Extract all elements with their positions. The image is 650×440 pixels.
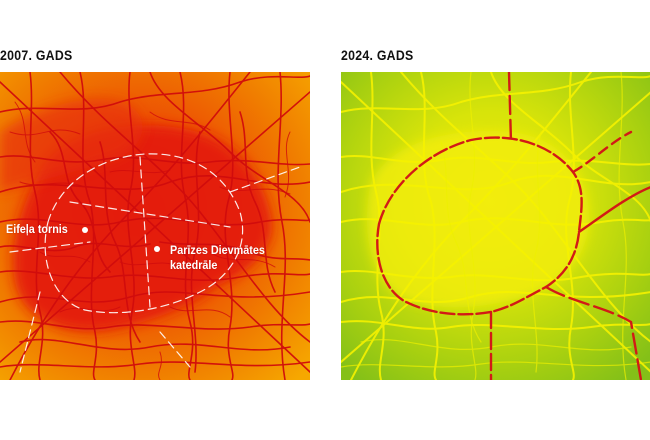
map-2007 [0, 72, 310, 380]
panel-title-2007: 2007. GADS [0, 47, 73, 63]
landmark-label-eiffel-line1: Eifeļa tornis [6, 222, 68, 236]
heatmap-2024 [341, 72, 650, 380]
panel-title-2024: 2024. GADS [341, 47, 414, 63]
landmark-label-notre-dame-line1: Parīzes Dievmātes [170, 243, 265, 257]
map-2024 [341, 72, 650, 380]
landmark-dot-eiffel [82, 227, 88, 233]
landmark-label-eiffel: Eifeļa tornis [6, 222, 68, 237]
heatmap-2007 [0, 72, 310, 380]
landmark-label-notre-dame: Parīzes Dievmātes katedrāle [170, 243, 265, 273]
landmark-dot-notre-dame [154, 246, 160, 252]
landmark-label-notre-dame-line2: katedrāle [170, 258, 218, 272]
